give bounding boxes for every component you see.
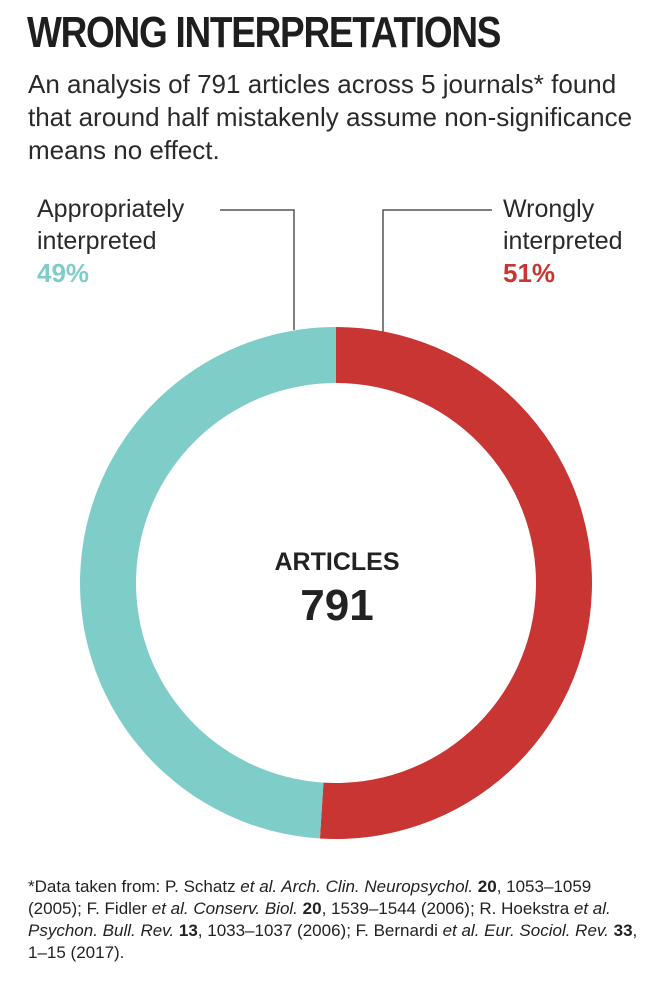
center-value: 791 [300, 581, 373, 630]
chart-subtitle: An analysis of 791 articles across 5 jou… [28, 69, 633, 165]
slice-label-wrong: Wrongly interpreted 51% [503, 193, 623, 289]
footnote-segment: , 1053–1059 (2005); F. Fidler [28, 877, 592, 918]
footnote-segment: et al. Arch. Clin. Neuropsychol. [240, 877, 474, 896]
footnote-segment: 20 [302, 899, 322, 918]
slice-wrong [319, 327, 593, 839]
footnote: *Data taken from: P. Schatz et al. Arch.… [28, 876, 648, 964]
footnote-segment: *Data taken from: P. Schatz [28, 877, 241, 896]
footnote-segment: et al. Eur. Sociol. Rev. [442, 921, 609, 940]
footnote-segment: 33 [613, 921, 633, 940]
chart-title: WRONG INTERPRETATIONS [27, 8, 501, 57]
leader-lines [220, 209, 492, 332]
slice-appropriate [80, 327, 337, 839]
slice-label-wrong-line2: interpreted [503, 227, 623, 255]
donut-slices [80, 327, 593, 839]
slice-pct-wrong: 51% [503, 258, 556, 288]
leader-line-appropriate [220, 209, 295, 330]
footnote-segment: et al. Conserv. Biol. [151, 899, 298, 918]
slice-label-appropriate-line1: Appropriately [37, 195, 185, 223]
footnote-segment: et al. Psychon. Bull. Rev. [28, 899, 611, 940]
slice-label-wrong-line1: Wrongly [503, 195, 595, 223]
slice-label-appropriate-line2: interpreted [37, 227, 157, 255]
footnote-segment: 13 [178, 921, 198, 940]
footnote-segment: , 1–15 (2017). [28, 921, 638, 962]
footnote-segment: , 1539–1544 (2006); R. Hoekstra [321, 899, 574, 918]
leader-line-wrong [382, 209, 492, 332]
footnote-segment: , 1033–1037 (2006); F. Bernardi [197, 921, 443, 940]
footnote-segment: 20 [477, 877, 497, 896]
center-label: ARTICLES [275, 548, 400, 576]
slice-label-appropriate: Appropriately interpreted 49% [37, 193, 184, 289]
slice-pct-appropriate: 49% [37, 258, 90, 288]
